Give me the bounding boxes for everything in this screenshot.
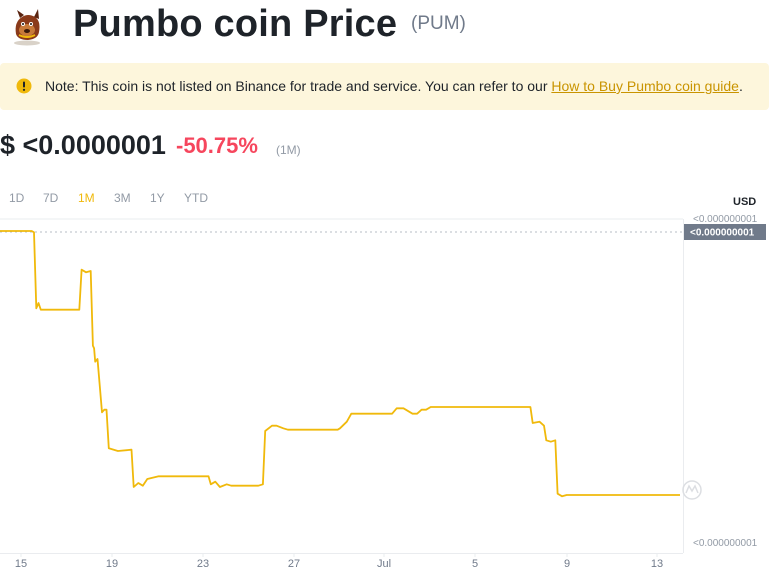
y-axis-label-bottom: <0.000000001 — [693, 538, 758, 549]
x-tick-label: 9 — [564, 558, 570, 570]
tab-7d[interactable]: 7D — [43, 191, 59, 205]
tab-1d[interactable]: 1D — [9, 191, 25, 205]
page-title: Pumbo coin Price — [73, 3, 398, 45]
x-tick-label: 5 — [472, 558, 478, 570]
notice-banner: Note: This coin is not listed on Binance… — [0, 63, 769, 110]
current-price: $ <0.0000001 — [0, 130, 166, 160]
x-tick-label: 27 — [288, 558, 300, 570]
header: Pumbo coin Price (PUM) — [0, 0, 783, 56]
coin-symbol: (PUM) — [411, 13, 466, 34]
x-tick-label: 13 — [651, 558, 663, 570]
x-tick-label: 19 — [106, 558, 118, 570]
price-line — [0, 230, 680, 498]
tab-1y[interactable]: 1Y — [150, 191, 165, 205]
tab-1m[interactable]: 1M — [78, 191, 95, 205]
notice-text: Note: This coin is not listed on Binance… — [45, 77, 743, 96]
notice-suffix: . — [738, 78, 743, 94]
x-tick-label: Jul — [377, 558, 391, 570]
y-axis-label-top: <0.000000001 — [693, 214, 758, 225]
pumbo-coin-logo-icon — [14, 9, 40, 46]
tab-ytd[interactable]: YTD — [184, 191, 208, 205]
warning-circle-icon — [16, 78, 32, 94]
current-price-label: <0.000000001 — [690, 228, 755, 239]
x-tick-label: 23 — [197, 558, 209, 570]
price-chart[interactable]: <0.000000001 <0.000000001 <0.000000001 1… — [0, 210, 783, 575]
price-change: -50.75% — [176, 133, 258, 158]
change-period: (1M) — [276, 143, 301, 157]
tab-3m[interactable]: 3M — [114, 191, 131, 205]
chart-unit-label: USD — [733, 196, 757, 208]
coinmarketcap-logo-icon — [682, 480, 702, 500]
notice-message: Note: This coin is not listed on Binance… — [45, 78, 552, 94]
how-to-buy-link[interactable]: How to Buy Pumbo coin guide — [551, 78, 739, 94]
current-price-box — [684, 224, 766, 240]
x-tick-label: 15 — [15, 558, 27, 570]
x-axis-ticks: 15 19 23 27 Jul 5 9 13 — [15, 553, 663, 570]
